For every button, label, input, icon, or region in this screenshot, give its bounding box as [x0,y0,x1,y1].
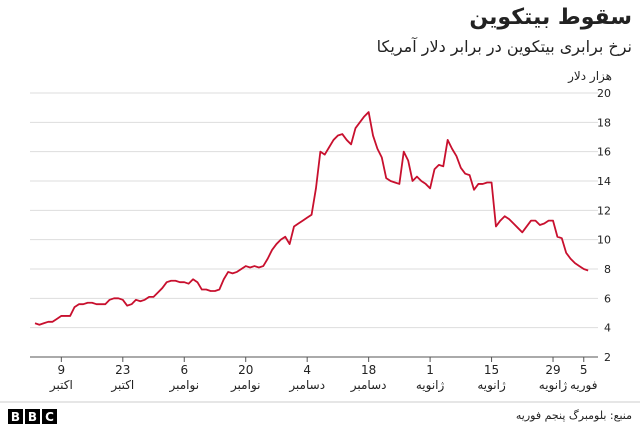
y-tick-label: 4 [604,322,611,335]
x-tick-day: 15 [484,363,499,377]
y-tick-label: 12 [597,204,611,217]
x-tick-month: نوامبر [230,378,261,393]
y-tick-label: 8 [604,263,611,276]
x-tick-month: ژانویه [416,378,445,393]
x-tick-day: 20 [238,363,253,377]
chart-title: سقوط بیتکوین [469,5,632,30]
x-tick-month: نوامبر [168,378,199,393]
brand-letter: C [45,410,54,424]
x-tick-month: دسامبر [288,378,325,393]
x-tick-month: دسامبر [350,378,387,393]
source: منبع: بلومبرگ پنجم فوریه [516,409,632,422]
x-tick-month: اکتبر [49,378,73,393]
brand-box [42,409,57,424]
y-tick-label: 16 [597,146,611,159]
y-tick-label: 10 [597,234,611,247]
y-axis-label: هزار دلار [567,69,612,84]
y-tick-label: 6 [604,292,611,305]
x-tick-day: 1 [426,363,434,377]
brand-letter: B [28,410,37,424]
x-tick-day: 6 [180,363,188,377]
x-tick-day: 18 [361,363,376,377]
x-tick-month: ژانویه [477,378,506,393]
x-tick-month: فوریه [570,378,598,393]
brand-box [25,409,40,424]
chart-subtitle: نرخ برابری بیتکوین در برابر دلار آمریکا [377,37,632,57]
x-tick-day: 29 [545,363,560,377]
x-tick-day: 23 [115,363,130,377]
y-tick-label: 2 [604,351,611,364]
y-tick-label: 14 [597,175,611,188]
price-line [34,111,589,326]
y-tick-label: 18 [597,116,611,129]
brand-box [8,409,23,424]
x-tick-month: ژانویه [539,378,568,393]
x-tick-day: 9 [58,363,66,377]
x-tick-day: 4 [303,363,311,377]
y-tick-label: 20 [597,87,611,100]
brand-letter: B [11,410,20,424]
x-tick-month: اکتبر [110,378,134,393]
x-tick-day: 5 [580,363,588,377]
